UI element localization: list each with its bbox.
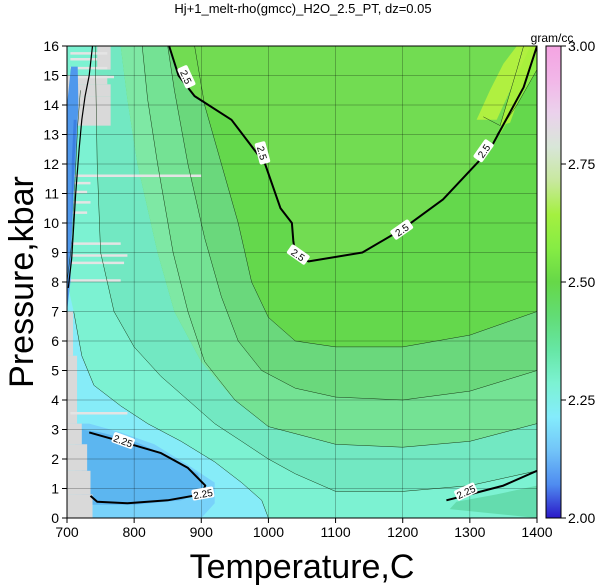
colorbar-ticks: 2.00 2.25 2.50 2.75 3.00 — [561, 38, 595, 526]
y-tick-label: 1 — [51, 481, 59, 497]
no-data-block-3 — [67, 444, 88, 471]
y-tick-label: 16 — [43, 38, 59, 54]
y-tick-label: 7 — [51, 304, 59, 320]
colorbar-tick-label: 2.25 — [568, 392, 595, 408]
colorbar-tick-label: 2.75 — [568, 156, 595, 172]
contour-line-2.5-4 — [67, 46, 94, 288]
y-tick-label: 3 — [51, 422, 59, 438]
density-region-11 — [169, 46, 537, 262]
y-tick-label: 13 — [43, 127, 59, 143]
contour-label-bg — [473, 139, 494, 163]
contour-label-bg — [177, 65, 196, 89]
contour-label-1: 2.5 — [177, 65, 196, 89]
y-tick-label: 6 — [51, 333, 59, 349]
thin-contour-2 — [167, 46, 537, 401]
y-tick-label: 10 — [43, 215, 59, 231]
contour-label-bg — [454, 482, 478, 501]
colorbar: gram/cc 2.00 2.25 2.50 2.75 3.00 — [531, 31, 596, 526]
thin-contour-3 — [194, 46, 537, 348]
contour-label-7: 2.25 — [191, 486, 215, 502]
density-region-7 — [449, 485, 537, 518]
x-axis-ticks: 700 800 900 1000 1100 1200 1300 1400 — [55, 518, 553, 540]
density-region-5 — [81, 429, 206, 505]
contour-label-text: 2.5 — [177, 69, 193, 87]
density-region-13 — [500, 46, 537, 126]
no-data-block-9 — [67, 75, 108, 85]
thin-contour-4 — [94, 46, 537, 492]
colorbar-tick-label: 3.00 — [568, 38, 595, 54]
y-tick-label: 14 — [43, 97, 59, 113]
plot-area: 2.52.52.52.52.52.252.25 2.25 — [67, 46, 537, 518]
no-data-block-10 — [97, 46, 111, 70]
contour-label-bg — [191, 486, 215, 501]
no-data-block-8 — [67, 84, 111, 97]
thin-contour-8 — [483, 46, 524, 126]
contour-label-bg — [111, 432, 135, 449]
y-tick-label: 11 — [44, 186, 59, 202]
x-tick-label: 1100 — [321, 524, 351, 540]
colorbar-gradient — [545, 45, 562, 519]
colorbar-tick-label: 2.00 — [568, 510, 595, 526]
y-tick-label: 9 — [51, 245, 59, 261]
y-tick-label: 2 — [51, 451, 59, 467]
density-region-9 — [142, 46, 537, 448]
colorbar-unit-label: gram/cc — [531, 31, 574, 45]
thin-contour-1 — [141, 46, 537, 448]
y-tick-label: 0 — [51, 510, 59, 526]
y-tick-label: 15 — [43, 68, 59, 84]
low-density-core — [71, 119, 77, 223]
thin-contour-lines — [67, 46, 537, 518]
contour-label-text: 2.5 — [254, 145, 268, 162]
y-tick-label: 4 — [51, 392, 59, 408]
no-data-block-5 — [67, 355, 78, 424]
grid-lines — [67, 46, 537, 518]
no-data-block-4 — [67, 423, 82, 445]
thin-contour-6 — [67, 90, 81, 283]
density-region-14 — [476, 46, 531, 120]
chart-title: Hj+1_melt-rho(gmcc)_H2O_2.5_PT, dz=0.05 — [174, 1, 431, 16]
thin-contour-5 — [73, 311, 269, 518]
contour-label-2: 2.5 — [254, 141, 271, 165]
contour-label-text: 2.25 — [193, 488, 215, 502]
x-tick-label: 700 — [55, 524, 79, 540]
contour-label-bg — [286, 244, 310, 265]
no-data-block-1 — [67, 494, 93, 518]
x-tick-label: 800 — [122, 524, 146, 540]
x-tick-label: 1300 — [454, 524, 485, 540]
y-tick-label: 12 — [43, 156, 59, 172]
x-tick-label: 1400 — [521, 524, 552, 540]
y-tick-label: 8 — [51, 274, 59, 290]
y-axis-label: Pressure,kbar — [3, 176, 41, 388]
x-axis-label: Temperature,C — [190, 548, 415, 586]
x-tick-label: 900 — [190, 524, 214, 540]
no-data-block-2 — [67, 470, 91, 495]
no-data-block-6 — [67, 311, 74, 356]
y-tick-label: 5 — [51, 363, 59, 379]
x-tick-label: 1000 — [253, 524, 284, 540]
contour-label-bg — [390, 219, 414, 240]
x-tick-label: 1200 — [387, 524, 418, 540]
colorbar-tick-label: 2.50 — [568, 274, 595, 290]
contour-label-bg — [254, 141, 271, 165]
